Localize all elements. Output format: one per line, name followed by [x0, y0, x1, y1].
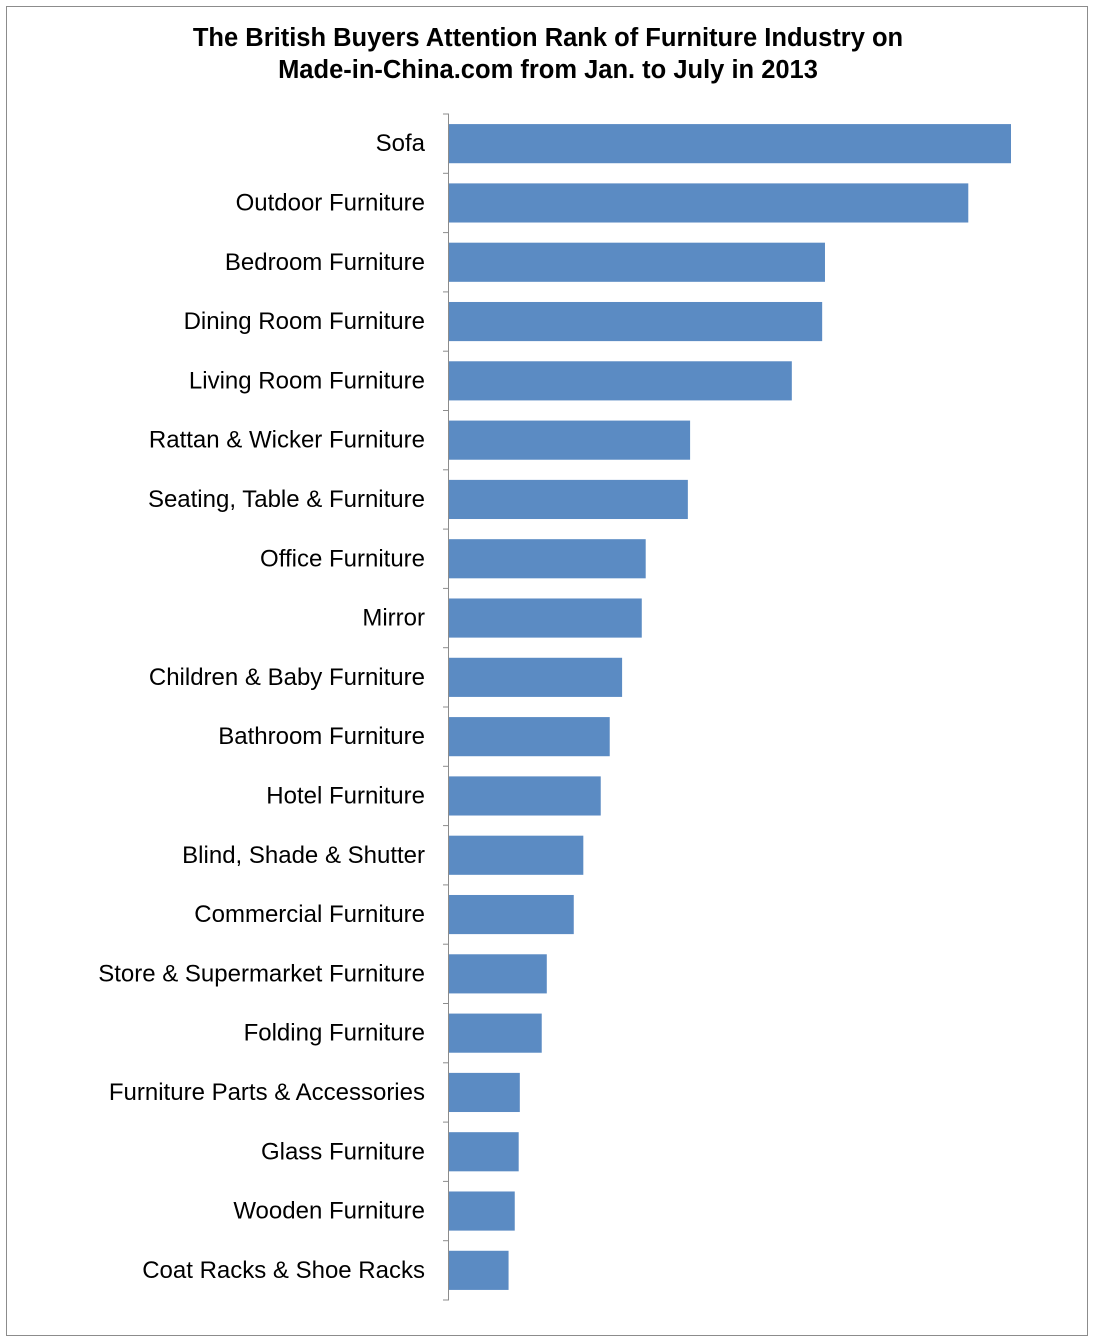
bar	[449, 242, 825, 282]
category-tick-label: Store & Supermarket Furniture	[98, 960, 425, 987]
bar	[449, 717, 610, 757]
bar	[449, 361, 792, 401]
category-tick-label: Rattan & Wicker Furniture	[149, 427, 425, 454]
chart-title-line-2: Made-in-China.com from Jan. to July in 2…	[278, 56, 818, 84]
category-tick-label: Folding Furniture	[244, 1020, 425, 1047]
category-tick-label: Sofa	[376, 130, 426, 157]
bar	[449, 124, 1011, 164]
category-tick-label: Bathroom Furniture	[218, 723, 425, 750]
bar	[449, 1191, 515, 1231]
bar	[449, 835, 584, 875]
category-tick-label: Office Furniture	[260, 545, 425, 572]
category-tick-label: Seating, Table & Furniture	[148, 486, 425, 513]
category-tick-label: Commercial Furniture	[194, 901, 425, 928]
bar	[449, 1132, 519, 1172]
bar	[449, 776, 601, 816]
bar	[449, 479, 688, 520]
category-tick-label: Glass Furniture	[261, 1138, 425, 1165]
category-tick-label: Mirror	[362, 605, 425, 632]
chart-title: The British Buyers Attention Rank of Fur…	[0, 22, 1096, 86]
category-tick-label: Dining Room Furniture	[184, 308, 425, 335]
category-tick-label: Outdoor Furniture	[236, 189, 425, 216]
bar	[449, 657, 623, 697]
category-tick-label: Living Room Furniture	[189, 367, 425, 394]
bar	[449, 598, 642, 638]
bar	[449, 1072, 520, 1113]
category-tick-label: Blind, Shade & Shutter	[182, 842, 425, 869]
bar	[449, 954, 547, 994]
bar	[449, 539, 646, 579]
bar	[449, 301, 823, 342]
bar	[449, 420, 691, 460]
bar	[449, 894, 574, 935]
bar	[449, 1013, 542, 1053]
chart-title-line-1: The British Buyers Attention Rank of Fur…	[192, 24, 904, 52]
category-tick-label: Coat Racks & Shoe Racks	[142, 1257, 425, 1284]
category-tick-label: Hotel Furniture	[266, 782, 425, 809]
category-tick-label: Furniture Parts & Accessories	[109, 1079, 425, 1106]
bar	[449, 1250, 509, 1290]
category-tick-label: Bedroom Furniture	[225, 249, 425, 276]
category-tick-label: Children & Baby Furniture	[149, 664, 425, 691]
bar	[449, 183, 969, 223]
category-tick-label: Wooden Furniture	[233, 1198, 425, 1225]
